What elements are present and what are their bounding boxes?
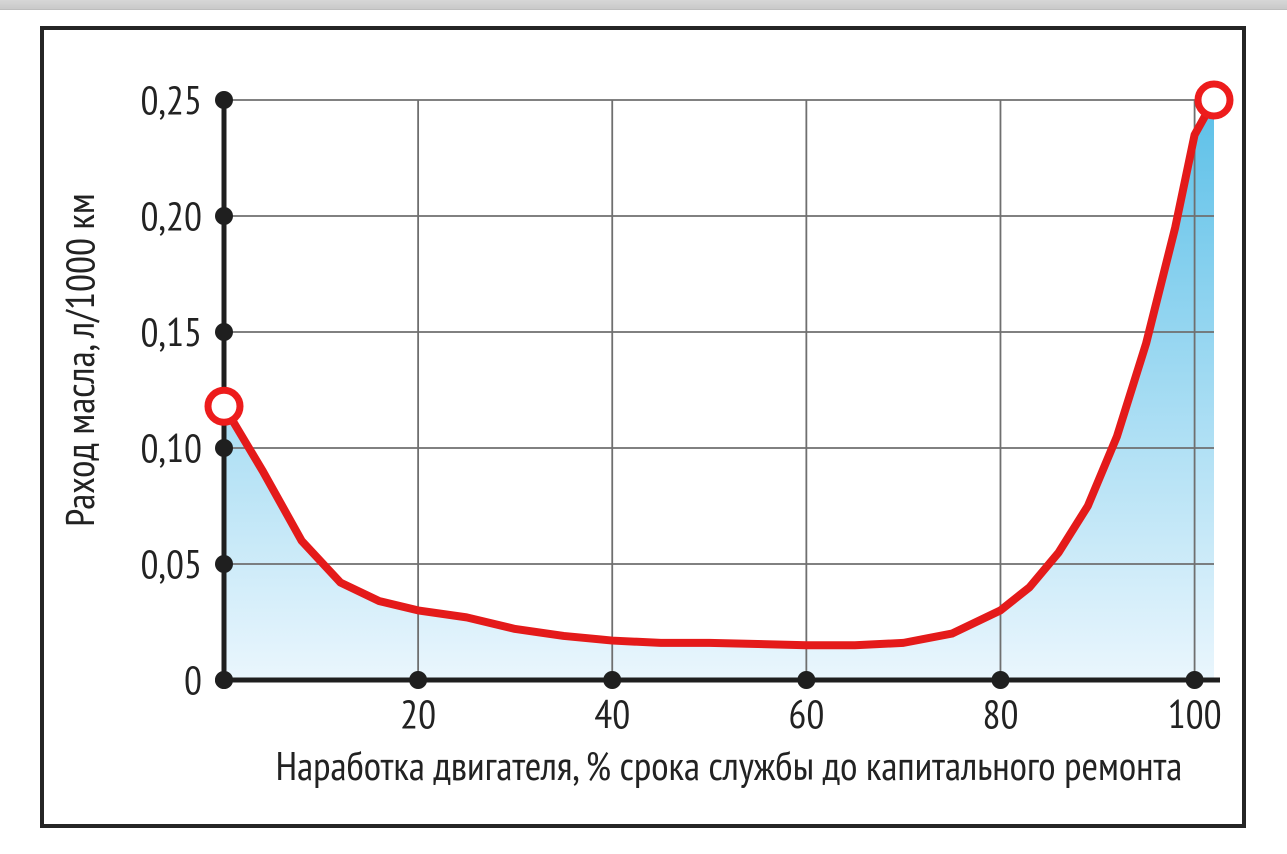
y-tick-label: 0,20 bbox=[141, 190, 202, 242]
x-tick-dot bbox=[797, 671, 815, 689]
x-tick-label: 80 bbox=[982, 688, 1018, 740]
x-tick-label: 60 bbox=[788, 688, 824, 740]
y-tick-label: 0,15 bbox=[141, 306, 202, 358]
x-tick-dot bbox=[991, 671, 1009, 689]
oil-consumption-chart: 20 40 60 80 100 0 0,05 0,10 0,15 0,20 0,25 Наработк… bbox=[44, 30, 1242, 820]
x-tick-dot bbox=[603, 671, 621, 689]
window-topbar bbox=[0, 0, 1287, 10]
y-tick-dot bbox=[215, 91, 233, 109]
y-tick-label: 0,05 bbox=[141, 538, 202, 590]
x-tick-dot bbox=[409, 671, 427, 689]
x-axis-title: Наработка двигателя, % срока службы до к… bbox=[276, 740, 1183, 792]
x-tick-label: 20 bbox=[400, 688, 436, 740]
x-tick-label: 40 bbox=[594, 688, 630, 740]
y-tick-label: 0 bbox=[184, 654, 202, 706]
y-axis-title: Раход масла, л/1000 км bbox=[54, 193, 106, 527]
endpoint-marker bbox=[1198, 84, 1230, 116]
x-tick-label: 100 bbox=[1168, 688, 1222, 740]
y-tick-dot bbox=[215, 671, 233, 689]
endpoint-marker bbox=[208, 390, 240, 422]
y-tick-label: 0,10 bbox=[141, 422, 202, 474]
y-tick-dot bbox=[215, 555, 233, 573]
y-tick-label: 0,25 bbox=[141, 74, 202, 126]
y-tick-dot bbox=[215, 207, 233, 225]
y-tick-dot bbox=[215, 323, 233, 341]
chart-frame: 20 40 60 80 100 0 0,05 0,10 0,15 0,20 0,25 Наработк… bbox=[40, 26, 1246, 828]
x-tick-dot bbox=[1186, 671, 1204, 689]
y-tick-dot bbox=[215, 439, 233, 457]
